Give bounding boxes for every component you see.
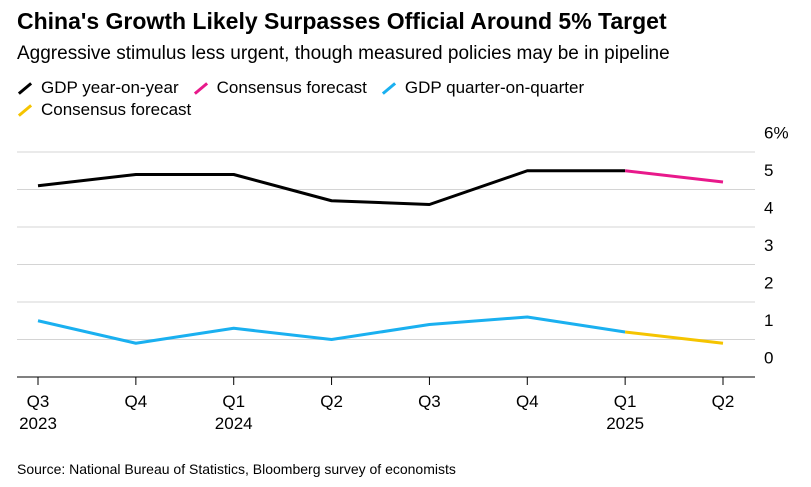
x-tick-label: Q1 2025 — [606, 392, 645, 433]
legend-label: Consensus forecast — [41, 100, 192, 119]
x-tick-label: Q1 2024 — [214, 392, 253, 433]
legend-item: GDP year-on-year — [17, 78, 179, 98]
x-tick-label: Q3 — [418, 392, 441, 411]
series-line — [624, 330, 724, 345]
x-tick-label: Q4 — [515, 392, 539, 411]
source-note: Source: National Bureau of Statistics, B… — [17, 461, 456, 477]
y-tick-label: 3 — [764, 236, 773, 255]
legend-label: Consensus forecast — [216, 78, 367, 97]
chart-title: China's Growth Likely Surpasses Official… — [17, 8, 667, 34]
legend-item: Consensus forecast — [17, 100, 191, 120]
legend-label: GDP quarter-on-quarter — [404, 78, 585, 97]
x-tick-label: Q4 — [124, 392, 148, 411]
y-tick-label: 6% — [764, 123, 789, 142]
legend-item: GDP quarter-on-quarter — [381, 78, 584, 98]
chart-subtitle: Aggressive stimulus less urgent, though … — [17, 43, 670, 64]
legend-item: Consensus forecast — [193, 78, 367, 98]
x-tick-label: Q2 — [711, 392, 735, 411]
legend: GDP year-on-year Consensus forecast GDP qu… — [17, 78, 657, 120]
x-tick-label: Q3 2023 — [19, 392, 57, 433]
y-tick-label: 1 — [764, 311, 773, 330]
x-tick-label: Q2 — [320, 392, 343, 411]
series-line — [37, 315, 626, 345]
y-tick-label: 4 — [764, 198, 773, 217]
y-tick-label: 0 — [764, 348, 773, 367]
series-line — [37, 169, 626, 206]
legend-label: GDP year-on-year — [41, 78, 179, 97]
y-tick-label: 2 — [764, 273, 773, 292]
series-line — [624, 169, 724, 184]
y-tick-label: 5 — [764, 161, 773, 180]
